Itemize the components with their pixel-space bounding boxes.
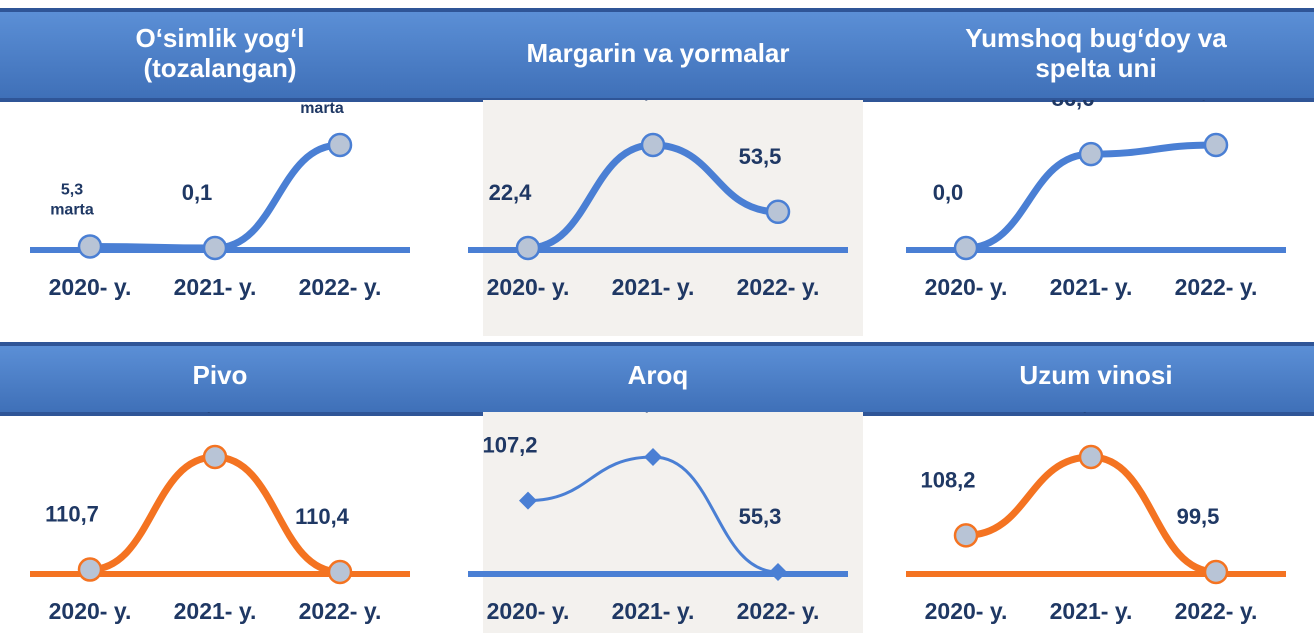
marker [767, 201, 789, 223]
x-tick-label: 2020- y. [925, 598, 1008, 624]
marker [517, 237, 539, 259]
marker [79, 235, 101, 257]
marker [1080, 143, 1102, 165]
value-label: 86,6 [1052, 100, 1095, 111]
x-tick-label: 2022- y. [737, 598, 820, 624]
marker [1205, 561, 1227, 583]
marker [329, 134, 351, 156]
marker [955, 524, 977, 546]
x-tick-label: 2020- y. [487, 274, 570, 300]
x-tick-label: 2022- y. [1175, 274, 1258, 300]
marker [329, 561, 351, 583]
value-label: 99,5 [1177, 504, 1220, 529]
series-line [90, 145, 340, 248]
value-label: 95,0 [1177, 100, 1220, 102]
marker [1080, 446, 1102, 468]
value-label: 110,7 [45, 502, 99, 527]
chart-title: Uzum vinosi [956, 342, 1236, 408]
panel-bg [483, 100, 863, 336]
value-label: 110,4 [295, 504, 350, 529]
value-label: 110,9 [608, 100, 662, 102]
marker [1205, 134, 1227, 156]
chart: 2020- y. 2021- y. 2022- y. 107,2 138,9 55,3 [438, 412, 876, 633]
chart-title: Pivo [80, 342, 360, 408]
x-tick-label: 2022- y. [1175, 598, 1258, 624]
value-label: 108,2 [920, 467, 975, 492]
chart: 2020- y. 2021- y. 2022- y. 110,7 124,4 110,4 [0, 412, 438, 633]
x-tick-label: 2020- y. [49, 598, 132, 624]
value-label: 138,9 [607, 412, 662, 414]
infographic: O‘simlik yog‘l (tozalangan) 2020- y. 2021-… [0, 0, 1314, 633]
marker [79, 559, 101, 581]
marker [204, 446, 226, 468]
value-label: 107,2 [482, 433, 537, 458]
chart: 2020- y. 2021- y. 2022- y. 0,0 86,6 95,0 [876, 100, 1314, 336]
marker [204, 237, 226, 259]
value-label: 126,8 [1045, 412, 1100, 414]
value-label: 55,3 [739, 504, 782, 529]
chart: 2020- y. 2021- y. 2022- y. 22,4 110,9 53,5 [438, 100, 876, 336]
chart: 2020- y. 2021- y. 2022- y. 108,2 126,8 99,5 [876, 412, 1314, 633]
x-tick-label: 2022- y. [299, 598, 382, 624]
value-label: 124,4 [169, 412, 225, 414]
marker [955, 237, 977, 259]
value-label: 53,5 [739, 144, 782, 169]
x-tick-label: 2021- y. [174, 598, 257, 624]
x-tick-label: 2021- y. [612, 598, 695, 624]
x-tick-label: 2021- y. [174, 274, 257, 300]
x-tick-label: 2020- y. [925, 274, 1008, 300]
x-tick-label: 2020- y. [487, 598, 570, 624]
x-tick-label: 2021- y. [612, 274, 695, 300]
x-tick-label: 2022- y. [299, 274, 382, 300]
x-tick-label: 2021- y. [1050, 598, 1133, 624]
value-label: 0,1 [182, 180, 213, 205]
chart-title: O‘simlik yog‘l (tozalangan) [80, 12, 360, 94]
x-tick-label: 2022- y. [737, 274, 820, 300]
chart-title: Margarin va yormalar [518, 12, 798, 94]
value-label: 22,4 [489, 180, 533, 205]
value-label: 0,0 [933, 180, 964, 205]
chart-title: Aroq [518, 342, 798, 408]
x-tick-label: 2020- y. [49, 274, 132, 300]
x-tick-label: 2021- y. [1050, 274, 1133, 300]
marker [642, 134, 664, 156]
chart-title: Yumshoq bug‘doy va spelta uni [956, 12, 1236, 94]
